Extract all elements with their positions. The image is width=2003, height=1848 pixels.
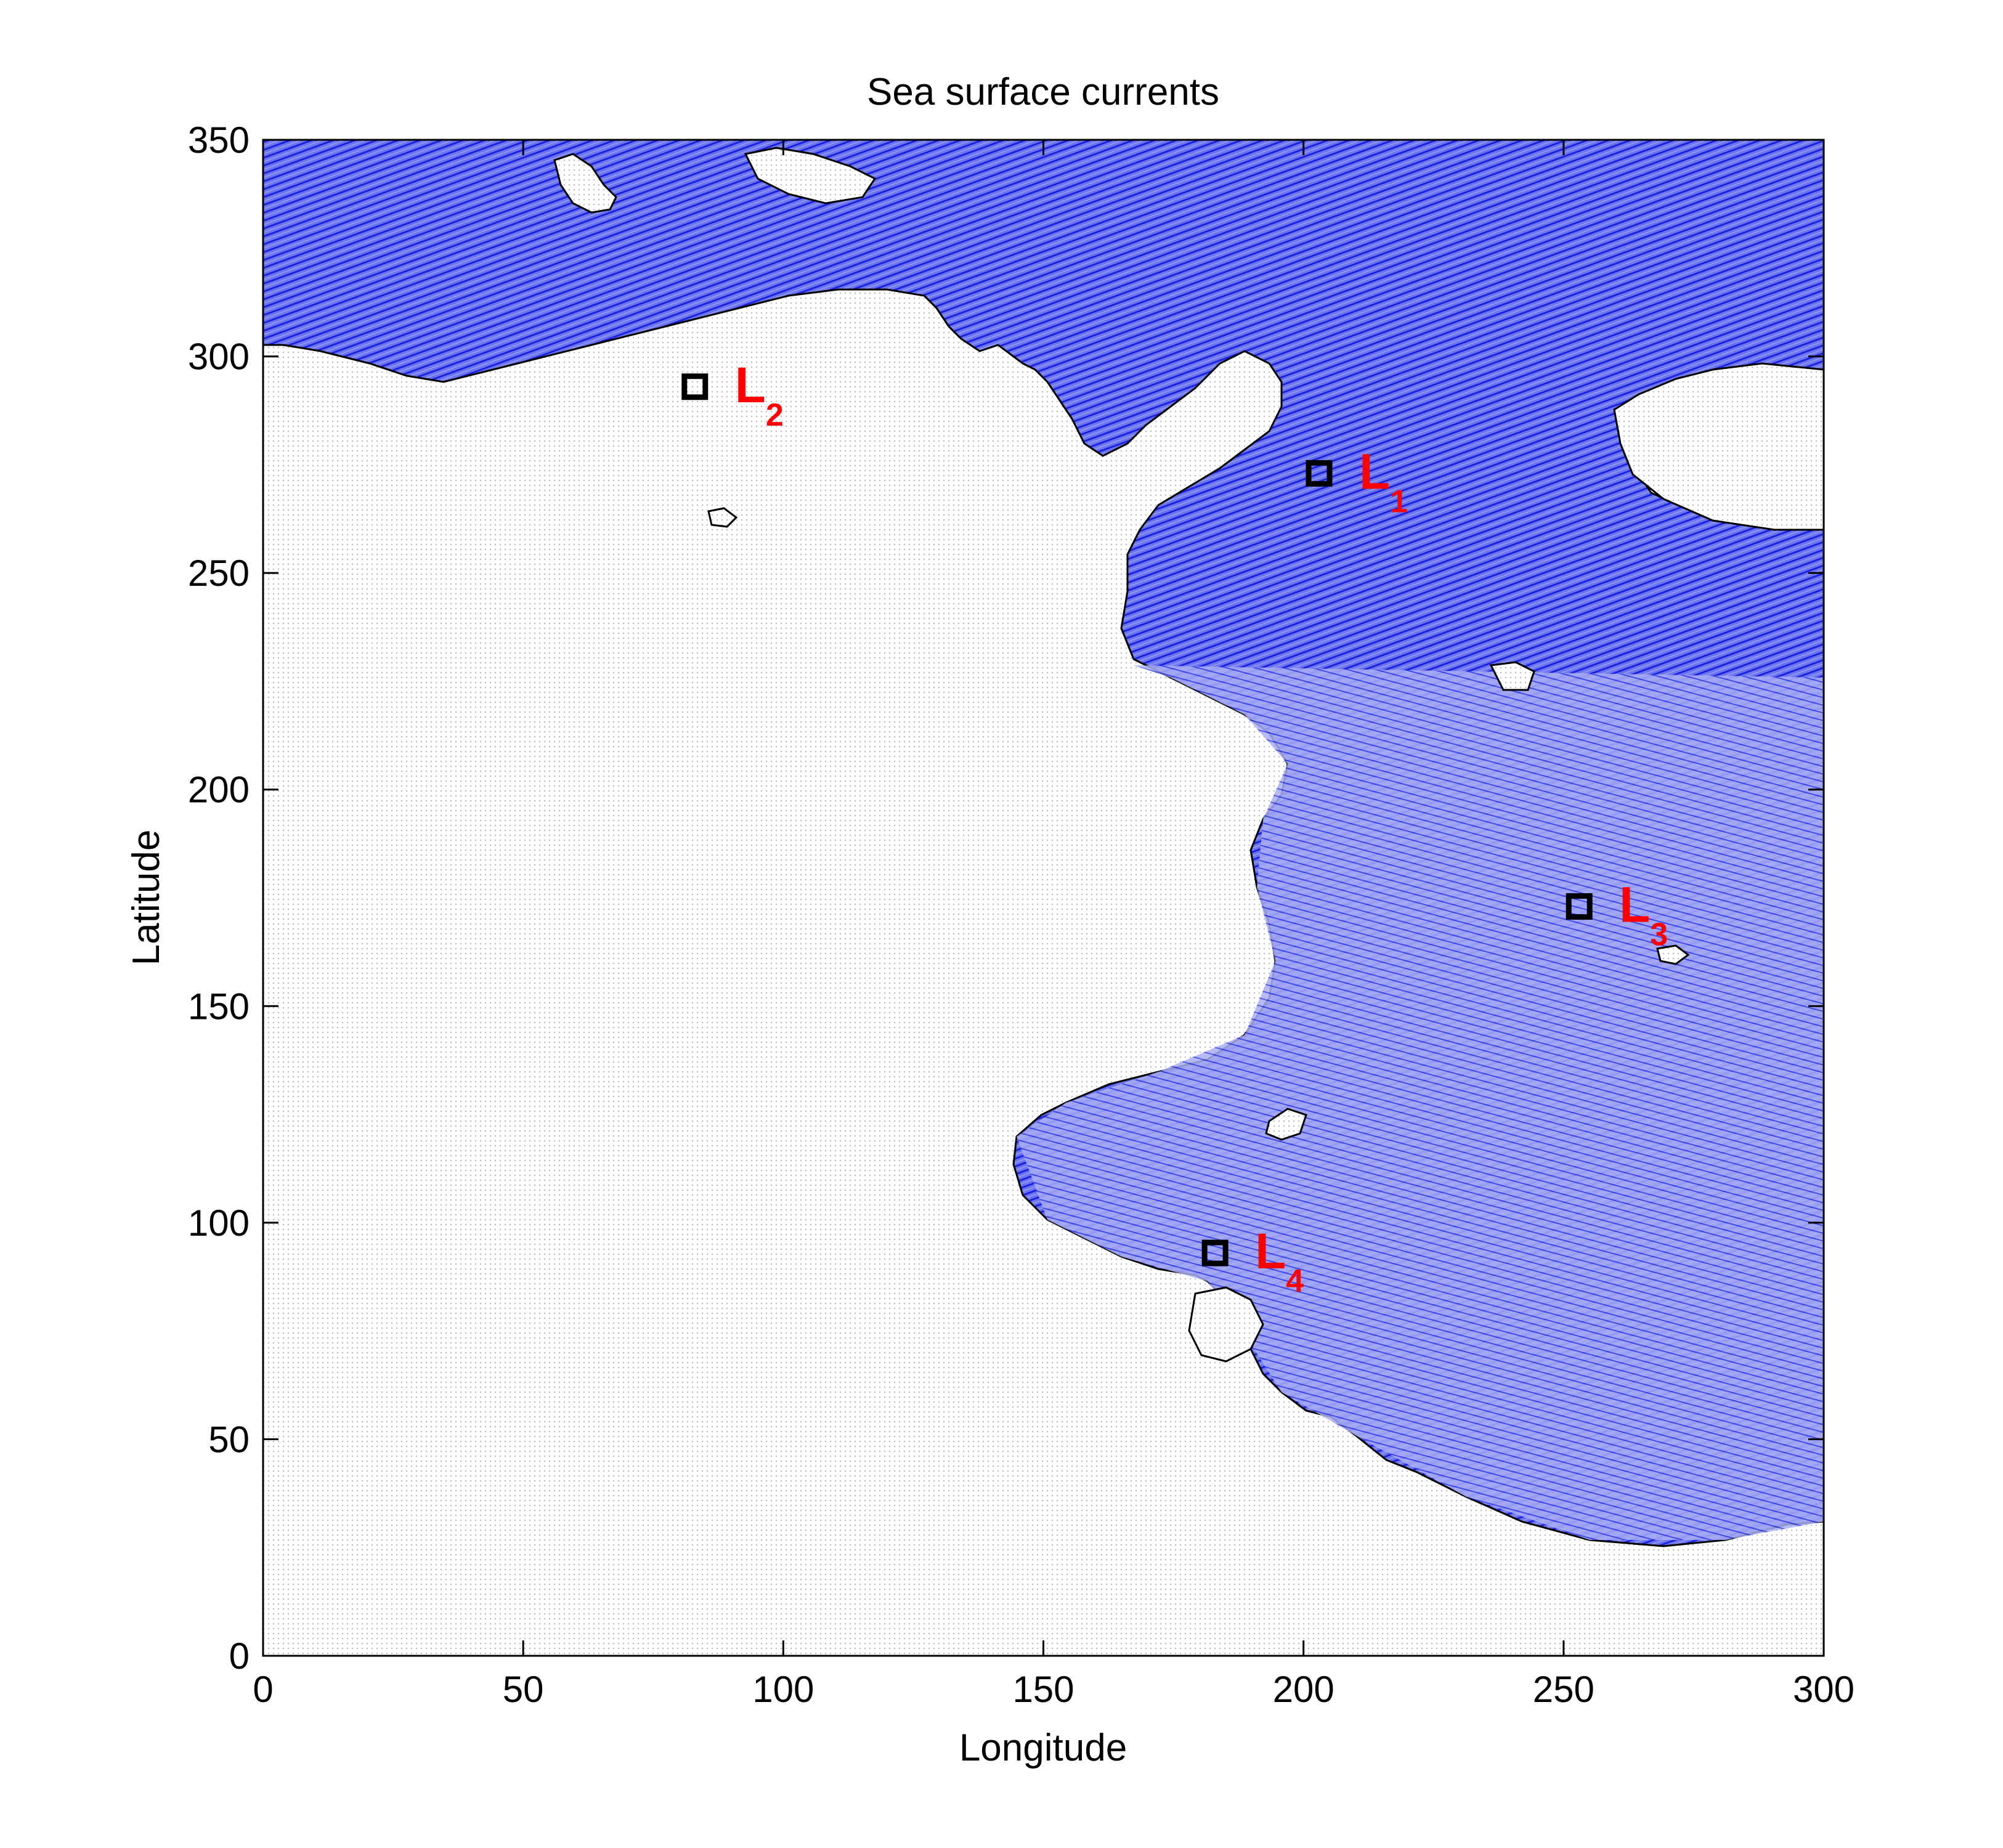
y-axis-ticks: 0 50 100 150 200 250 300 350 (188, 120, 1824, 1677)
location-label-letter: L (1359, 444, 1390, 500)
x-axis-ticks: 0 50 100 150 200 250 300 (253, 140, 1855, 1710)
y-tick-label: 150 (188, 986, 250, 1027)
x-tick-label: 50 (503, 1669, 544, 1710)
y-tick-label: 50 (208, 1419, 250, 1460)
sea-region-south-light (1017, 665, 1824, 1540)
island-small-1 (1489, 661, 1535, 691)
location-label-1: L1 (1359, 444, 1408, 519)
y-tick-label: 300 (188, 336, 250, 378)
location-label-subscript: 4 (1286, 1263, 1304, 1299)
x-tick-label: 150 (1012, 1669, 1074, 1710)
location-label-2: L2 (735, 357, 784, 433)
island-south-1 (1188, 1286, 1264, 1363)
y-tick-label: 200 (188, 769, 250, 811)
x-tick-label: 100 (752, 1669, 814, 1710)
location-marker-2 (681, 373, 709, 400)
x-tick-label: 300 (1793, 1669, 1855, 1710)
location-label-subscript: 1 (1390, 484, 1408, 519)
island-small-4 (707, 507, 738, 528)
y-axis-title: Latitude (125, 830, 168, 966)
y-tick-label: 250 (188, 553, 250, 594)
y-tick-label: 100 (188, 1202, 250, 1244)
island-east-coast (1613, 362, 1824, 531)
location-label-3: L3 (1619, 877, 1668, 953)
location-label-4: L4 (1255, 1223, 1304, 1299)
location-label-letter: L (735, 357, 766, 413)
location-label-subscript: 3 (1650, 917, 1668, 953)
island-north-2 (744, 147, 877, 205)
x-axis-title: Longitude (959, 1727, 1127, 1769)
y-tick-label: 350 (188, 120, 250, 161)
island-small-2 (1656, 944, 1690, 965)
x-tick-label: 200 (1273, 1669, 1335, 1710)
x-tick-label: 0 (253, 1669, 273, 1710)
y-tick-label: 0 (229, 1635, 250, 1677)
plot-area (263, 140, 1824, 1656)
island-north-1 (553, 153, 617, 214)
location-marker-3 (1566, 893, 1593, 920)
x-tick-label: 250 (1533, 1669, 1595, 1710)
location-label-subscript: 2 (766, 397, 784, 433)
location-label-letter: L (1255, 1223, 1286, 1279)
location-marker-4 (1201, 1239, 1229, 1266)
location-label-letter: L (1619, 877, 1650, 933)
chart-title: Sea surface currents (867, 71, 1219, 113)
island-small-3 (1265, 1108, 1307, 1141)
location-marker-1 (1306, 460, 1333, 487)
